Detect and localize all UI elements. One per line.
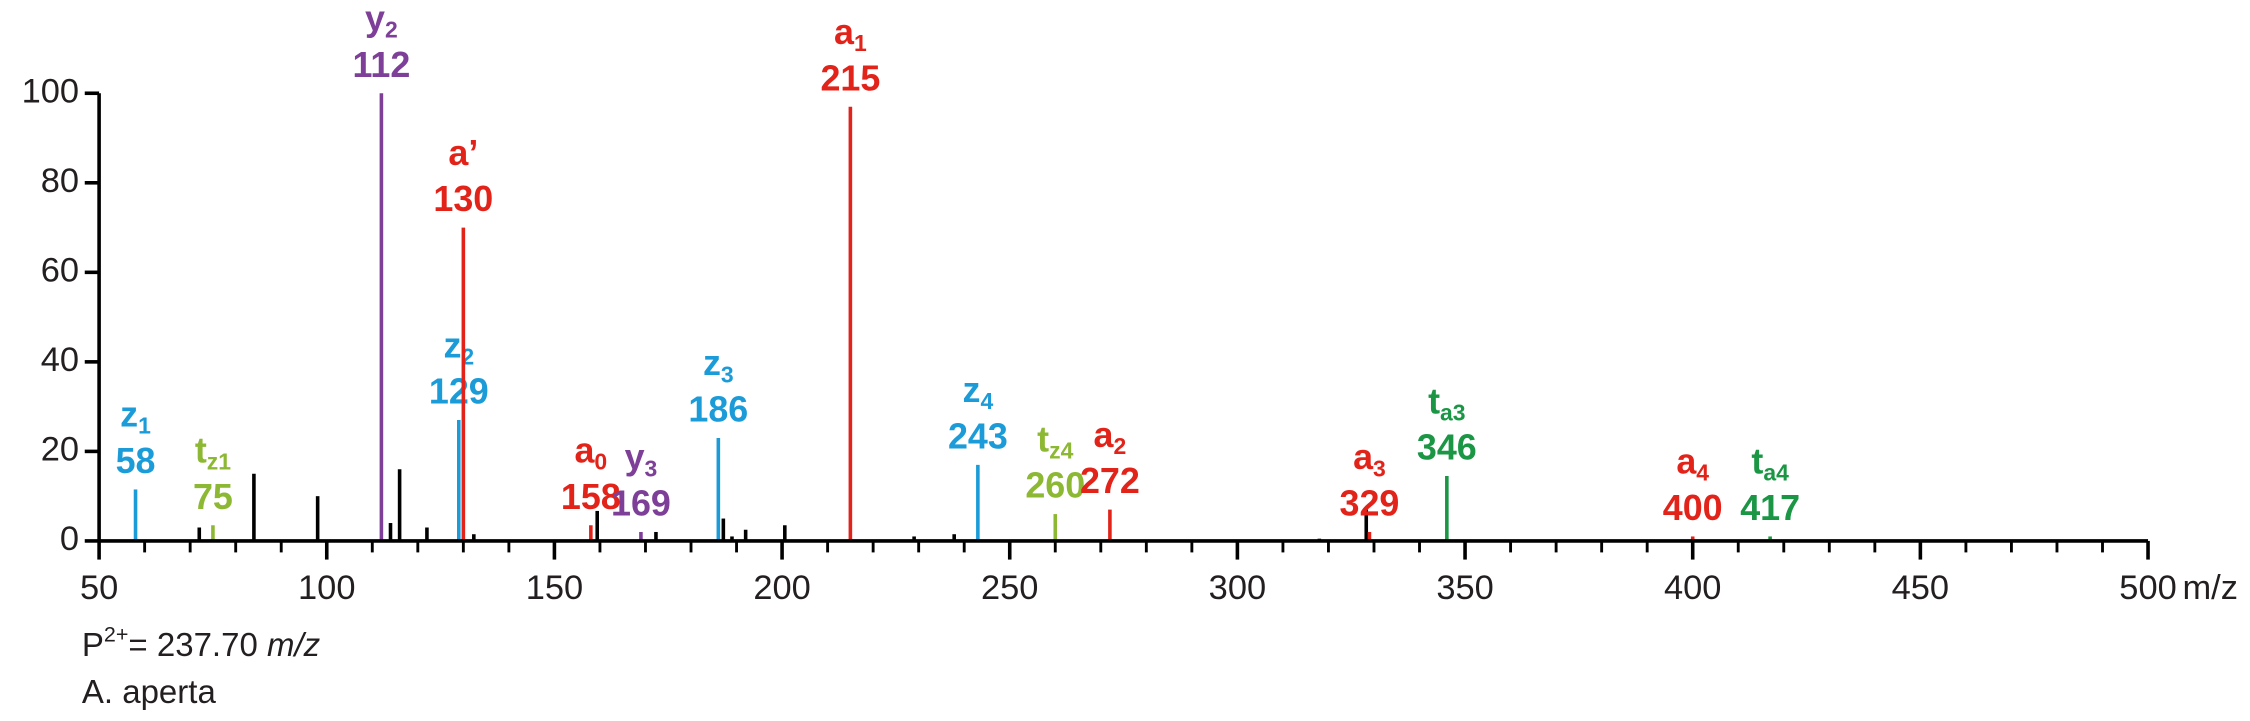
ion-name: a — [1676, 442, 1697, 482]
peak-mz-label: 417 — [1740, 488, 1800, 528]
peak-mz-label: 272 — [1080, 461, 1140, 501]
ion-label: y3 — [625, 438, 658, 482]
x-tick-label: 350 — [1436, 569, 1493, 607]
ion-subscript: 3 — [721, 361, 734, 387]
ion-label: z4 — [963, 371, 994, 415]
precursor-symbol: P — [82, 626, 104, 663]
ion-subscript: z4 — [1049, 437, 1073, 463]
peak-mz-label: 112 — [352, 45, 410, 85]
peak-mz-label: 260 — [1025, 466, 1085, 506]
peak-mz-label: 329 — [1340, 484, 1400, 524]
y-tick-label: 20 — [41, 430, 79, 468]
ion-name: a’ — [448, 133, 478, 173]
peak-mz-label: 400 — [1663, 488, 1723, 528]
precursor-label: P2+= 237.70 m/z — [82, 622, 321, 663]
ion-label: z2 — [443, 326, 474, 370]
ion-label: ta4 — [1751, 442, 1789, 486]
peak-mz-label: 158 — [561, 477, 621, 517]
species-label: A. aperta — [82, 673, 217, 710]
ion-name: t — [1037, 420, 1049, 460]
ion-subscript: a4 — [1763, 460, 1789, 486]
ion-subscript: 3 — [1373, 455, 1386, 481]
ion-label: ta3 — [1428, 382, 1465, 426]
x-tick-label: 400 — [1664, 569, 1721, 607]
peak-mz-label: 169 — [611, 484, 671, 524]
ion-label: a3 — [1353, 438, 1386, 482]
peak-mz-label: 243 — [948, 416, 1008, 456]
ion-name: z — [120, 395, 138, 435]
ion-name: z — [703, 344, 721, 384]
peak-mz-label: 130 — [433, 179, 493, 219]
ion-name: a — [834, 12, 855, 52]
ion-subscript: z1 — [207, 449, 231, 475]
y-tick-label: 60 — [41, 251, 79, 289]
ion-label: a4 — [1676, 442, 1709, 486]
x-tick-label: 250 — [981, 569, 1038, 607]
ion-name: t — [1751, 442, 1763, 482]
ion-label: tz1 — [195, 431, 231, 475]
ion-name: t — [195, 431, 207, 471]
y-tick-label: 80 — [41, 162, 79, 200]
ion-label: y2 — [365, 0, 398, 43]
ion-subscript: a3 — [1440, 399, 1466, 425]
peak-mz-label: 186 — [688, 390, 748, 430]
ion-subscript: 1 — [854, 30, 867, 56]
ion-name: y — [365, 0, 385, 39]
x-axis-label: m/z — [2182, 569, 2237, 607]
x-tick-label: 150 — [526, 569, 583, 607]
x-tick-label: 100 — [298, 569, 355, 607]
ion-name: y — [625, 438, 645, 478]
ion-name: a — [574, 431, 595, 471]
ion-label: z1 — [120, 395, 151, 439]
ion-label: tz4 — [1037, 420, 1073, 464]
precursor-unit: m/z — [267, 626, 321, 663]
y-tick-label: 0 — [60, 520, 79, 558]
ion-subscript: 4 — [980, 388, 993, 414]
x-tick-label: 200 — [753, 569, 810, 607]
x-tick-label: 500 — [2119, 569, 2176, 607]
x-tick-label: 300 — [1209, 569, 1266, 607]
peak-mz-label: 129 — [429, 372, 489, 412]
ion-name: z — [443, 326, 461, 366]
y-tick-label: 40 — [41, 341, 79, 379]
ion-label: a’ — [448, 133, 478, 173]
precursor-value: = 237.70 — [128, 626, 257, 663]
ion-label: a2 — [1094, 415, 1127, 459]
ion-subscript: 2 — [1113, 433, 1126, 459]
peak-mz-label: 215 — [820, 58, 880, 98]
precursor-charge: 2+ — [104, 622, 129, 646]
ion-label: a1 — [834, 12, 867, 56]
peak-mz-label: 58 — [116, 441, 156, 481]
ion-subscript: 1 — [138, 413, 151, 439]
ion-label: a0 — [574, 431, 607, 475]
peak-mz-label: 346 — [1417, 428, 1477, 468]
ion-name: a — [1353, 438, 1374, 478]
ion-subscript: 3 — [645, 455, 658, 481]
ion-label: z3 — [703, 344, 734, 388]
x-tick-label: 50 — [80, 569, 118, 607]
ion-subscript: 4 — [1696, 460, 1709, 486]
y-tick-label: 100 — [22, 72, 79, 110]
ion-subscript: 2 — [385, 17, 398, 43]
ion-name: a — [1094, 415, 1115, 455]
peak-mz-label: 75 — [193, 477, 233, 517]
x-tick-label: 450 — [1892, 569, 1949, 607]
ion-name: z — [963, 371, 981, 411]
ion-subscript: 0 — [594, 449, 607, 475]
ion-name: t — [1428, 382, 1440, 422]
